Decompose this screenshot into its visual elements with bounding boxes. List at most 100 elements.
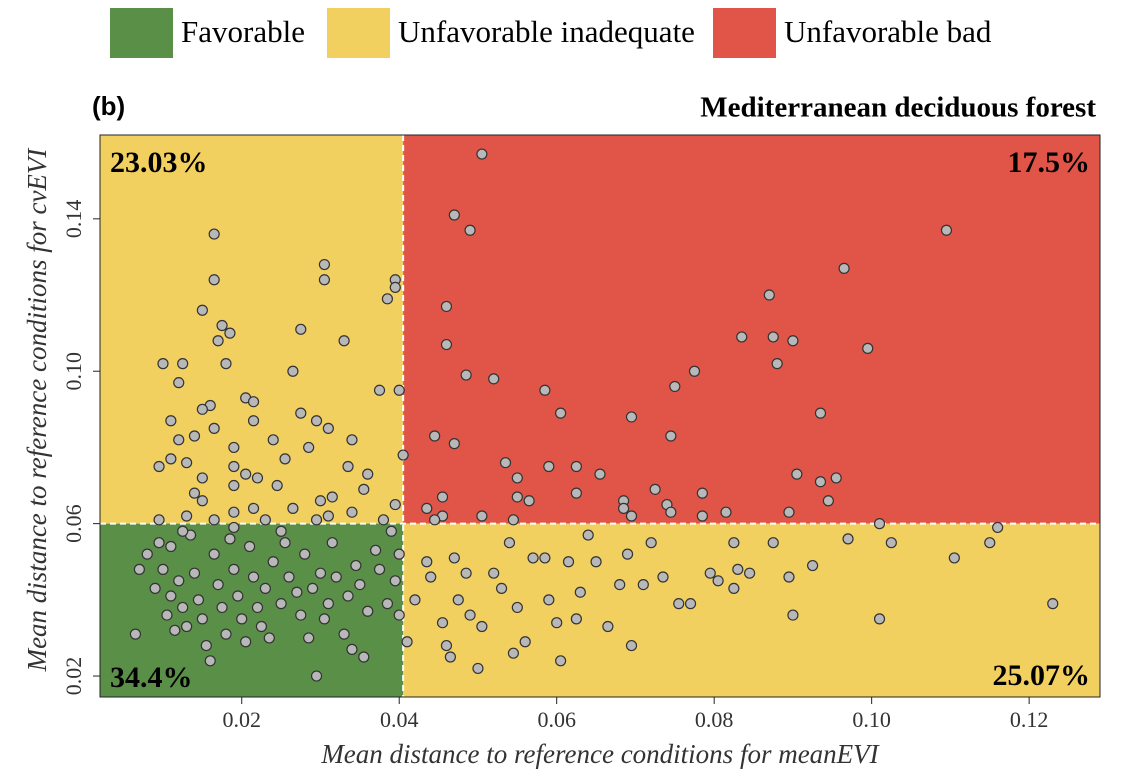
data-point	[476, 148, 488, 160]
data-point	[637, 578, 649, 591]
data-point	[259, 582, 271, 595]
data-point	[440, 300, 453, 313]
data-point	[236, 613, 248, 625]
data-point	[704, 567, 716, 579]
plot-frame	[99, 134, 1101, 698]
data-point	[208, 514, 220, 526]
data-point	[539, 552, 551, 564]
panel-label: (b)	[92, 91, 125, 121]
data-point	[771, 358, 783, 370]
data-point	[649, 483, 661, 495]
data-point	[318, 274, 331, 286]
data-point	[625, 411, 638, 423]
data-point	[342, 590, 354, 602]
y-axis-label: Mean distance to reference conditions fo…	[22, 147, 52, 673]
data-point	[310, 514, 323, 526]
data-point	[452, 594, 464, 606]
data-point	[287, 365, 299, 377]
data-point	[306, 582, 319, 595]
data-point	[594, 468, 606, 480]
data-point	[153, 514, 165, 526]
data-point	[326, 491, 338, 503]
data-point	[208, 548, 220, 560]
data-point	[177, 525, 189, 537]
data-point	[240, 468, 252, 480]
data-point	[377, 514, 390, 526]
data-point	[499, 457, 512, 469]
data-point	[562, 556, 575, 568]
data-point	[570, 487, 582, 499]
data-point	[196, 613, 208, 625]
data-point	[358, 651, 370, 663]
legend-swatch	[327, 8, 390, 58]
data-point	[444, 651, 456, 663]
data-point	[204, 655, 216, 667]
data-point	[161, 609, 173, 621]
x-tick-label: 0.02	[222, 707, 261, 732]
data-point	[362, 468, 374, 480]
data-point	[787, 609, 799, 621]
data-point	[389, 498, 401, 511]
data-point	[511, 601, 523, 614]
data-point	[838, 262, 850, 274]
data-point	[539, 384, 551, 396]
data-point	[783, 571, 795, 583]
data-point	[1047, 598, 1059, 610]
data-point	[523, 495, 535, 507]
data-point	[728, 537, 740, 549]
data-point	[318, 258, 331, 271]
data-point	[381, 598, 394, 610]
data-point	[165, 453, 177, 465]
data-point	[527, 552, 539, 564]
data-point	[267, 434, 279, 446]
data-point	[389, 575, 401, 587]
data-point	[551, 617, 563, 629]
data-point	[421, 556, 433, 568]
data-point	[736, 331, 748, 343]
data-point	[165, 540, 177, 553]
data-point	[436, 491, 449, 503]
data-point	[429, 514, 441, 526]
data-point	[783, 506, 795, 518]
legend-swatch	[110, 8, 173, 58]
data-point	[224, 327, 236, 339]
data-point	[314, 495, 327, 507]
data-point	[669, 380, 681, 393]
quadrant-share: 34.4%	[110, 661, 193, 694]
data-point	[873, 518, 886, 530]
data-point	[511, 472, 523, 484]
data-point	[511, 491, 523, 503]
data-point	[208, 422, 220, 434]
data-point	[767, 537, 779, 549]
data-point	[196, 304, 208, 316]
data-point	[791, 468, 803, 480]
data-point	[338, 335, 350, 347]
data-point	[310, 415, 323, 427]
data-point	[543, 594, 555, 606]
data-point	[582, 529, 594, 541]
x-tick-label: 0.12	[1010, 707, 1049, 732]
data-point	[165, 415, 177, 427]
data-point	[621, 548, 634, 560]
data-point	[247, 415, 260, 427]
data-point	[385, 525, 397, 537]
data-point	[177, 358, 189, 370]
data-point	[192, 594, 205, 606]
data-point	[712, 575, 724, 587]
data-point	[409, 594, 421, 606]
data-point	[212, 578, 224, 591]
data-point	[507, 514, 519, 526]
data-point	[873, 613, 886, 625]
data-point	[181, 457, 193, 469]
data-point	[476, 510, 488, 522]
data-point	[232, 590, 244, 602]
data-point	[322, 598, 334, 610]
quadrant	[403, 135, 1100, 524]
data-point	[401, 636, 413, 648]
data-point	[397, 449, 409, 461]
data-point	[645, 537, 657, 549]
data-point	[220, 358, 232, 370]
data-point	[495, 582, 508, 595]
data-point	[228, 506, 240, 518]
data-point	[157, 358, 169, 370]
